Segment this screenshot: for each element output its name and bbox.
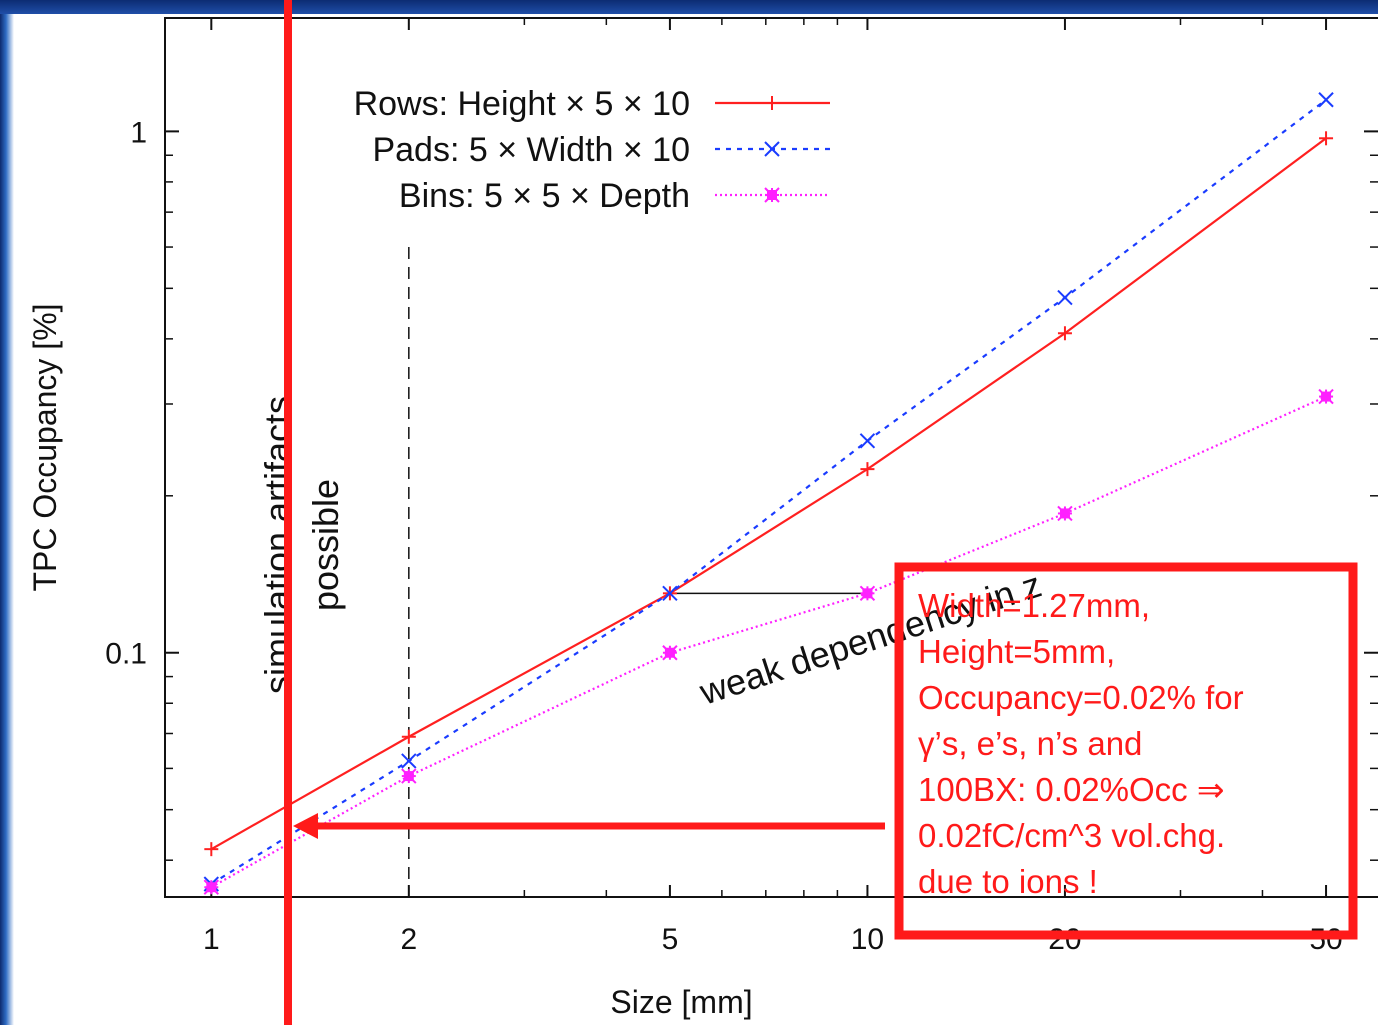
info-box-line-1: Width=1.27mm, [918, 587, 1150, 624]
data-point [859, 585, 876, 602]
guide-lines [408, 247, 868, 897]
data-point [1057, 289, 1073, 306]
legend-label-1: Rows: Height × 5 × 10 [354, 85, 690, 123]
info-box-line-2: Height=5mm, [918, 633, 1115, 670]
data-point [662, 645, 678, 661]
data-point [662, 585, 678, 602]
data-point [1057, 326, 1072, 341]
marker-stroke [859, 433, 876, 449]
marker-fill [403, 771, 414, 782]
legend-label-2: Pads: 5 × Width × 10 [372, 131, 690, 169]
legend: Rows: Height × 5 × 10 Pads: 5 × Width × 1… [354, 85, 830, 215]
info-box-line-6: 0.02fC/cm^3 vol.chg. [918, 817, 1225, 854]
marker-fill [1059, 508, 1070, 519]
info-box-line-5: 100BX: 0.02%Occ ⇒ [918, 771, 1224, 808]
data-point [204, 842, 219, 857]
annotation-possible: possible [305, 479, 346, 611]
data-point [1318, 388, 1334, 405]
marker-stroke [764, 141, 780, 157]
marker-fill [767, 190, 777, 200]
marker-stroke [1057, 289, 1073, 306]
marker-stroke [1318, 92, 1334, 108]
series-group [203, 92, 1334, 895]
series-line-1 [210, 137, 1327, 851]
highlight-overlay: Width=1.27mm, Height=5mm, Occupancy=0.02% … [284, 0, 1358, 1025]
series-line-2 [210, 98, 1327, 885]
red-info-box [894, 562, 1358, 940]
data-point [401, 729, 416, 744]
data-point [1318, 92, 1334, 108]
slide-top-bar [0, 0, 1378, 14]
info-box-line-4: γ’s, e’s, n’s and [918, 725, 1142, 762]
red-arrow-head [293, 813, 318, 839]
marker-fill [1321, 391, 1332, 402]
info-box-line-3: Occupancy=0.02% for [918, 679, 1244, 716]
data-point [860, 462, 875, 477]
data-point [764, 141, 780, 157]
x-axis-title: Size [mm] [610, 984, 752, 1020]
marker-stroke [662, 585, 678, 602]
data-point [859, 433, 876, 449]
series-line-3 [210, 395, 1327, 889]
y-tick-label: 0.1 [105, 638, 147, 671]
data-point [1057, 505, 1073, 522]
info-box-line-7: due to ions ! [918, 863, 1098, 900]
legend-label-3: Bins: 5 × 5 × Depth [399, 177, 690, 215]
data-point [203, 879, 220, 895]
data-point [765, 96, 779, 110]
marker-fill [862, 588, 873, 599]
x-tick-label: 10 [851, 923, 884, 956]
data-point [1319, 131, 1334, 146]
plot-frame [164, 17, 1378, 898]
data-point [764, 187, 780, 203]
x-tick-label: 1 [203, 923, 220, 956]
y-tick-label: 1 [130, 116, 147, 149]
y-axis-title: TPC Occupancy [%] [27, 303, 63, 591]
x-tick-label: 2 [400, 923, 417, 956]
marker-stroke [401, 753, 417, 769]
data-point [401, 768, 417, 784]
marker-fill [206, 882, 217, 893]
data-point [401, 753, 417, 769]
marker-fill [664, 647, 675, 658]
x-tick-label: 5 [662, 923, 679, 956]
